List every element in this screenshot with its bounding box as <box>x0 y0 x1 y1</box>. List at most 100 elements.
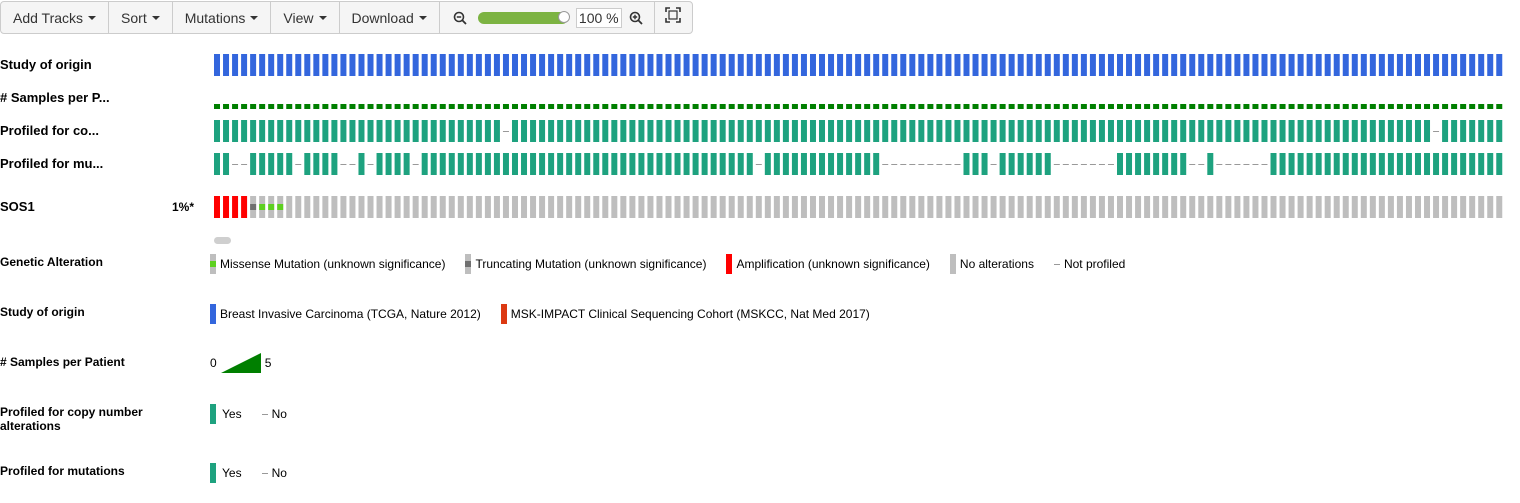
study-cell[interactable] <box>1017 54 1024 76</box>
profiled-mut-cell[interactable] <box>791 153 798 175</box>
profiled-mut-cell[interactable] <box>331 153 338 175</box>
profiled-mut-cell[interactable] <box>864 153 871 175</box>
samples-cell[interactable] <box>403 104 410 109</box>
profiled-mut-no-cell[interactable] <box>1216 164 1223 165</box>
samples-cell[interactable] <box>322 104 329 109</box>
profiled-cna-cell[interactable] <box>1098 120 1105 142</box>
profiled-mut-cell[interactable] <box>1297 153 1304 175</box>
profiled-cna-cell[interactable] <box>521 120 528 142</box>
profiled-mut-cell[interactable] <box>584 153 591 175</box>
gene-cell[interactable] <box>1153 196 1160 218</box>
profiled-cna-cell[interactable] <box>1225 120 1232 142</box>
profiled-cna-cell[interactable] <box>665 120 672 142</box>
profiled-mut-cell[interactable] <box>439 153 446 175</box>
profiled-cna-cell[interactable] <box>855 120 862 142</box>
profiled-mut-cell[interactable] <box>1135 153 1142 175</box>
samples-cell[interactable] <box>1216 104 1223 109</box>
samples-cell[interactable] <box>900 104 907 109</box>
profiled-mut-cell[interactable] <box>1442 153 1449 175</box>
gene-cell[interactable] <box>1117 196 1123 218</box>
samples-cell[interactable] <box>755 104 762 109</box>
samples-cell[interactable] <box>737 104 744 109</box>
profiled-mut-cell[interactable] <box>313 153 320 175</box>
samples-cell[interactable] <box>223 104 230 109</box>
profiled-cna-cell[interactable] <box>421 120 428 142</box>
profiled-mut-cell[interactable] <box>737 153 744 175</box>
profiled-mut-cell[interactable] <box>846 153 853 175</box>
samples-cell[interactable] <box>963 104 970 109</box>
samples-cell[interactable] <box>927 104 934 109</box>
profiled-cna-cell[interactable] <box>1424 120 1431 142</box>
gene-cell[interactable] <box>457 196 464 218</box>
study-cell[interactable] <box>963 54 970 76</box>
profiled-cna-cell[interactable] <box>484 120 491 142</box>
profiled-mut-cell[interactable] <box>530 153 537 175</box>
samples-cell[interactable] <box>331 104 338 109</box>
study-cell[interactable] <box>828 54 835 76</box>
study-cell[interactable] <box>1324 54 1331 76</box>
study-cell[interactable] <box>394 54 401 76</box>
study-cell[interactable] <box>1270 54 1277 76</box>
study-cell[interactable] <box>846 54 853 76</box>
samples-cell[interactable] <box>692 104 699 109</box>
samples-cell[interactable] <box>1243 104 1250 109</box>
samples-cell[interactable] <box>1207 104 1214 109</box>
profiled-cna-cell[interactable] <box>376 120 383 142</box>
study-cell[interactable] <box>611 54 618 76</box>
samples-cell[interactable] <box>1135 104 1142 109</box>
profiled-mut-cell[interactable] <box>277 153 284 175</box>
profiled-cna-cell[interactable] <box>566 120 573 142</box>
profiled-mut-cell[interactable] <box>250 153 257 175</box>
profiled-cna-cell[interactable] <box>1360 120 1367 142</box>
gene-amplification-cell[interactable] <box>241 196 248 218</box>
profiled-cna-cell[interactable] <box>295 120 302 142</box>
samples-cell[interactable] <box>1460 104 1467 109</box>
gene-cell[interactable] <box>575 196 582 218</box>
profiled-mut-cell[interactable] <box>557 153 564 175</box>
profiled-mut-cell[interactable] <box>873 153 880 175</box>
study-cell[interactable] <box>873 54 880 76</box>
gene-cell[interactable] <box>1333 196 1340 218</box>
profiled-mut-cell[interactable] <box>385 153 392 175</box>
gene-cell[interactable] <box>1424 196 1431 218</box>
gene-cell[interactable] <box>1270 196 1277 218</box>
study-cell[interactable] <box>493 54 500 76</box>
profiled-cna-cell[interactable] <box>1297 120 1304 142</box>
study-cell[interactable] <box>764 54 771 76</box>
gene-cell[interactable] <box>1135 196 1142 218</box>
profiled-mut-no-cell[interactable] <box>954 164 961 165</box>
samples-cell[interactable] <box>277 104 284 109</box>
profiled-mut-no-cell[interactable] <box>918 164 925 165</box>
profiled-cna-cell[interactable] <box>1008 120 1015 142</box>
profiled-mut-cell[interactable] <box>611 153 618 175</box>
track-label-samples-per-patient[interactable]: # Samples per P... <box>0 90 110 105</box>
study-cell[interactable] <box>1216 54 1223 76</box>
gene-cell[interactable] <box>755 196 762 218</box>
mutations-button[interactable]: Mutations <box>173 2 272 33</box>
study-cell[interactable] <box>349 54 356 76</box>
view-button[interactable]: View <box>271 2 340 33</box>
oncoprint-grid[interactable] <box>0 0 1520 230</box>
samples-cell[interactable] <box>1414 104 1421 109</box>
gene-missense-mark[interactable] <box>259 204 266 210</box>
gene-cell[interactable] <box>990 196 997 218</box>
profiled-mut-cell[interactable] <box>304 153 311 175</box>
study-cell[interactable] <box>791 54 798 76</box>
profiled-cna-cell[interactable] <box>493 120 500 142</box>
profiled-cna-cell[interactable] <box>1026 120 1033 142</box>
profiled-cna-cell[interactable] <box>286 120 293 142</box>
profiled-cna-cell[interactable] <box>1324 120 1331 142</box>
gene-cell[interactable] <box>1342 196 1349 218</box>
profiled-mut-cell[interactable] <box>1207 153 1214 175</box>
gene-cell[interactable] <box>1080 196 1087 218</box>
study-cell[interactable] <box>1135 54 1142 76</box>
profiled-mut-cell[interactable] <box>1487 153 1494 175</box>
samples-cell[interactable] <box>1469 104 1476 109</box>
study-cell[interactable] <box>1044 54 1051 76</box>
samples-cell[interactable] <box>358 104 365 109</box>
samples-cell[interactable] <box>809 104 816 109</box>
study-cell[interactable] <box>457 54 464 76</box>
study-cell[interactable] <box>1198 54 1205 76</box>
gene-cell[interactable] <box>611 196 618 218</box>
samples-cell[interactable] <box>1017 104 1024 109</box>
